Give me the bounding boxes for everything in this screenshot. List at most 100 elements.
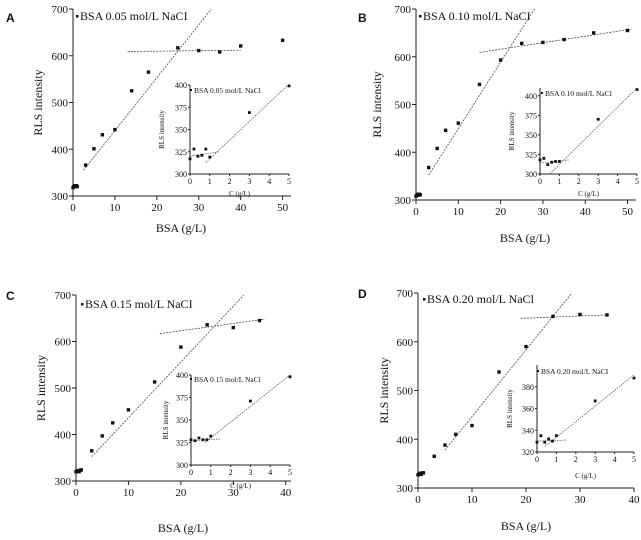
panel-a-inset-legend-marker: [190, 89, 192, 91]
panel-b-inset-data-point: [542, 156, 546, 160]
panel-c-x-tick-label: 30: [228, 487, 240, 499]
panel-a-y-axis-label: RLS intensity: [31, 69, 45, 135]
panel-d-inset-y-axis-label: RLS intensity: [506, 389, 514, 428]
panel-b-inset-x-tick-label: 1: [557, 177, 561, 186]
panel-d-inset-data-point: [543, 440, 547, 444]
panel-d-inset-y-tick-label: 360: [522, 405, 534, 414]
panel-b-inset-x-axis-label: C (g/L): [578, 190, 599, 198]
panel-b-data-point: [456, 121, 461, 125]
panel-a-data-point: [113, 127, 117, 132]
panel-d-fit-line: [444, 293, 573, 451]
panel-a-x-axis-label: BSA (g/L): [156, 221, 206, 235]
panel-c-y-tick-label: 500: [55, 383, 72, 395]
panel-a-inset-data-point: [204, 147, 208, 151]
panel-a-x-tick-label: 50: [277, 202, 289, 214]
panel-b-x-tick-label: 10: [453, 206, 465, 218]
panel-d-y-axis-label: RLS intensity: [377, 357, 391, 423]
panel-c-inset-legend-marker: [190, 378, 192, 380]
panel-d-inset-y-tick-label: 320: [522, 448, 534, 457]
panel-b-inset-y-tick-label: 400: [525, 92, 537, 101]
panel-c-data-point: [205, 323, 209, 327]
panel-b-label: B: [358, 11, 367, 25]
panel-c-inset-x-tick-label: 2: [229, 468, 233, 477]
panel-c-inset-y-tick-label: 375: [176, 394, 188, 403]
panel-a-inset-x-tick-label: 5: [287, 177, 291, 186]
panel-c-inset-x-tick-label: 4: [268, 468, 272, 477]
panel-d-inset-y-tick-label: 340: [522, 426, 534, 435]
panel-c-data-point: [111, 421, 115, 425]
panel-b-x-tick-label: 0: [413, 206, 419, 218]
panel-a-inset-fit-line: [205, 85, 289, 163]
panel-d-inset-data-point: [555, 434, 558, 438]
panel-c-y-tick-label: 300: [55, 476, 72, 488]
panel-a-x-tick-label: 40: [235, 202, 247, 214]
panel-c-data-point: [90, 449, 94, 453]
panel-d-x-tick-label: 30: [575, 494, 587, 506]
panel-d-y-tick-label: 700: [397, 288, 414, 300]
panel-d-data-point: [421, 471, 426, 475]
panel-b-y-tick-label: 500: [395, 100, 412, 112]
panel-b-data-point: [625, 28, 630, 33]
panel-a-data-point: [238, 44, 243, 48]
panel-a-inset-data-point: [287, 84, 291, 88]
panel-b-inset-x-tick-label: 3: [596, 177, 600, 186]
panel-d-inset-data-point: [632, 376, 636, 380]
panel-c-data-point: [79, 468, 83, 472]
panel-d-x-tick-label: 40: [629, 494, 641, 506]
panel-a-inset-fit-line: [190, 151, 220, 157]
panel-c-legend-marker: [81, 303, 84, 306]
panel-b-y-tick-label: 600: [395, 52, 412, 64]
panel-c-inset-data-point: [288, 375, 292, 379]
panel-a-x-tick-label: 0: [70, 202, 76, 214]
panel-a-data-point: [218, 50, 222, 54]
panel-b-x-tick-label: 40: [580, 206, 592, 218]
panel-a-inset-data-point: [188, 157, 192, 161]
panel-b-data-point: [477, 82, 482, 87]
panel-c-data-point: [231, 325, 236, 330]
panel-c-inset-data-point: [201, 438, 205, 442]
panel-c-x-tick-label: 10: [123, 487, 135, 499]
panel-b-inset-y-tick-label: 350: [525, 131, 537, 140]
panel-b-data-point: [435, 146, 439, 151]
panel-a-inset-x-tick-label: 0: [188, 177, 192, 186]
panel-b-inset-x-tick-label: 0: [538, 177, 542, 186]
panel-d-y-tick-label: 400: [397, 434, 414, 446]
panel-d-inset-data-point: [547, 437, 551, 441]
panel-c-data-point: [257, 318, 262, 323]
panel-d-data-point: [432, 454, 436, 459]
panel-a-y-tick-label: 400: [52, 144, 69, 156]
panel-d-data-point: [497, 370, 501, 374]
panel-a-y-tick-label: 300: [52, 191, 69, 203]
panel-c-fit-line: [159, 318, 265, 334]
panel-b-inset-y-tick-label: 375: [525, 111, 537, 120]
panel-c-y-axis-label: RLS intensity: [34, 355, 48, 421]
panel-d-y-tick-label: 600: [397, 337, 414, 349]
panel-b-y-tick-label: 300: [395, 195, 412, 207]
panel-d-y-tick-label: 500: [397, 386, 414, 398]
panel-a-inset-x-tick-label: 2: [228, 177, 232, 186]
panel-c-x-axis-label: BSA (g/L): [158, 521, 208, 535]
panel-c-y-tick-label: 600: [55, 337, 72, 349]
panel-d-inset-data-point: [551, 439, 554, 443]
panel-d-inset-x-tick-label: 0: [535, 455, 539, 464]
panel-a-data-point: [129, 89, 134, 93]
panel-d-inset-x-tick-label: 5: [632, 455, 636, 464]
panel-c-inset-y-tick-label: 325: [176, 439, 188, 448]
panel-c-inset-fit-line: [204, 375, 290, 443]
panel-c-inset-y-tick-label: 400: [176, 371, 188, 380]
panel-b-x-tick-label: 30: [537, 206, 549, 218]
panel-b-data-point: [541, 40, 545, 45]
panel-c-inset-data-point: [189, 438, 193, 442]
panel-d-legend-text: BSA 0.20 mol/L NaCl: [427, 292, 535, 306]
panel-b-inset-x-tick-label: 2: [577, 177, 581, 186]
panel-c-label: C: [6, 289, 15, 303]
panel-b-inset-data-point: [558, 160, 561, 163]
panel-d-x-axis-label: BSA (g/L): [501, 519, 551, 533]
panel-a-fit-line: [127, 49, 241, 52]
panel-a-inset-y-tick-label: 350: [175, 126, 187, 135]
panel-b-data-point: [418, 193, 422, 197]
panel-a-data-point: [83, 163, 88, 167]
panel-c-inset-data-point: [197, 436, 201, 440]
panel-d-inset-fit-line: [544, 374, 634, 447]
panel-a-inset-data-point: [248, 111, 251, 114]
